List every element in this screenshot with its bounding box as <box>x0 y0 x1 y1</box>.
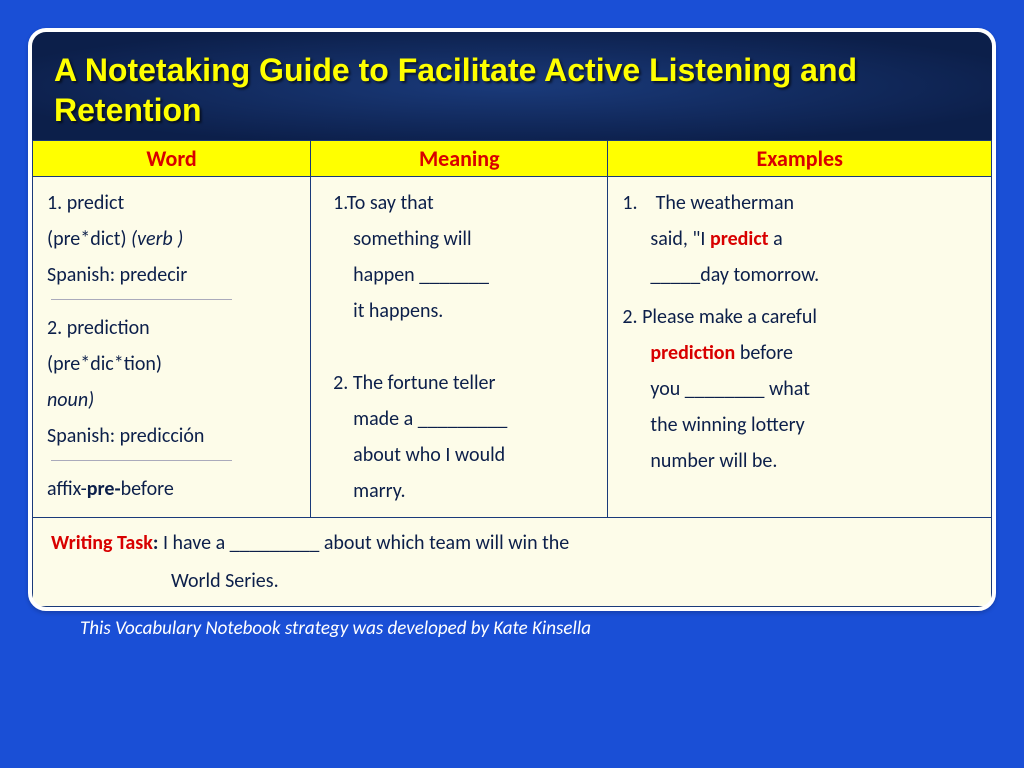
vocab-table: Word Meaning Examples 1. predict (pre*di… <box>32 140 992 607</box>
slide-card: A Notetaking Guide to Facilitate Active … <box>28 28 996 611</box>
entry2-pos: noun) <box>47 388 94 412</box>
table-header-row: Word Meaning Examples <box>33 141 992 177</box>
entry2-word: prediction <box>67 316 150 340</box>
entry2-trans: predicción <box>120 424 205 448</box>
e1b: The weatherman <box>656 191 794 215</box>
e2-word: prediction <box>650 341 735 365</box>
e1d: a <box>769 227 783 251</box>
e1c: said, "I <box>650 227 710 251</box>
entry1-num: 1. <box>47 191 67 215</box>
col-header-meaning: Meaning <box>311 141 608 177</box>
writing-line1: I have a _________ about which team will… <box>158 531 569 555</box>
e1-word: predict <box>710 227 769 251</box>
writing-label: Writing Task <box>51 531 153 555</box>
affix-label: affix- <box>47 477 87 501</box>
footer-attribution: This Vocabulary Notebook strategy was de… <box>28 617 591 640</box>
m2a: 2. The fortune teller <box>325 365 595 401</box>
e2b: before <box>735 341 793 365</box>
entry1-pos: (verb ) <box>131 227 183 251</box>
m2c: about who I would <box>325 437 595 473</box>
m1b: something will <box>325 221 595 257</box>
e1e: _____day tomorrow. <box>622 257 979 293</box>
entry1-lang: Spanish <box>47 263 110 287</box>
table-row: 1. predict (pre*dict) (verb ) Spanish: p… <box>33 177 992 518</box>
writing-task-cell: Writing Task: I have a _________ about w… <box>33 518 992 607</box>
e2e: number will be. <box>622 443 979 479</box>
m2b: made a _________ <box>325 401 595 437</box>
e1a: 1. <box>622 191 637 215</box>
m1c: happen _______ <box>325 257 595 293</box>
entry1-trans: predecir <box>120 263 188 287</box>
affix-val: pre- <box>87 477 121 501</box>
entry2-num: 2. <box>47 316 67 340</box>
writing-line2: World Series. <box>51 562 279 600</box>
m2d: marry. <box>325 473 595 509</box>
col-header-word: Word <box>33 141 311 177</box>
m1d: it happens. <box>325 293 595 329</box>
word-cell: 1. predict (pre*dict) (verb ) Spanish: p… <box>33 177 311 518</box>
e2a: 2. Please make a careful <box>622 299 979 335</box>
examples-cell: 1. The weatherman said, "I predict a ___… <box>608 177 992 518</box>
writing-task-row: Writing Task: I have a _________ about w… <box>33 518 992 607</box>
affix-meaning: before <box>121 477 174 501</box>
meaning-cell: 1.To say that something will happen ____… <box>311 177 608 518</box>
col-header-examples: Examples <box>608 141 992 177</box>
m1a: 1.To say that <box>325 185 595 221</box>
entry1-syll: (pre*dict) <box>47 227 127 251</box>
entry2-lang: Spanish <box>47 424 110 448</box>
e2d: the winning lottery <box>622 407 979 443</box>
slide-title: A Notetaking Guide to Facilitate Active … <box>54 50 970 130</box>
title-band: A Notetaking Guide to Facilitate Active … <box>32 32 992 140</box>
entry1-word: predict <box>67 191 124 215</box>
e2c: you ________ what <box>622 371 979 407</box>
divider-line <box>51 460 232 461</box>
divider-line <box>51 299 232 300</box>
entry2-syll: (pre*dic*tion) <box>47 352 162 376</box>
